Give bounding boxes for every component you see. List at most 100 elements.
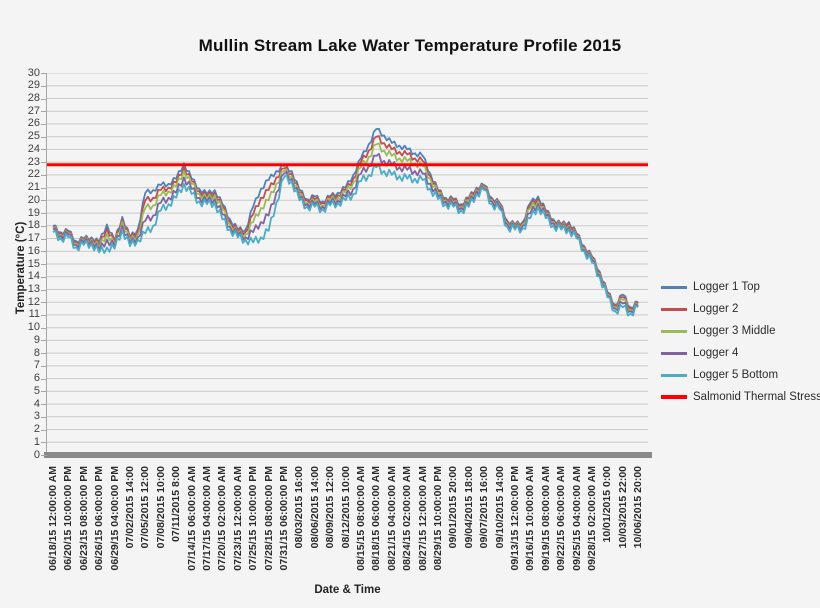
- y-tick-label: 19: [27, 206, 40, 219]
- y-tick-mark: [41, 136, 47, 138]
- x-tick-label-text: 08/03/2015 16:00: [293, 466, 306, 549]
- y-tick-mark: [41, 327, 47, 329]
- x-tick-label-text: 07/31/15 06:00:00 PM: [278, 466, 290, 571]
- y-tick-mark: [41, 73, 47, 74]
- x-tick-label-text: 08/06/2015 14:00: [308, 466, 321, 549]
- legend-line-sample: [661, 285, 687, 289]
- y-tick-mark: [41, 238, 47, 240]
- y-tick-mark: [41, 340, 47, 342]
- y-tick-label: 5: [33, 384, 40, 397]
- y-tick-label: 16: [27, 244, 40, 257]
- x-tick-label-text: 10/06/2015 20:00: [632, 466, 645, 549]
- y-tick-mark: [41, 85, 47, 87]
- y-tick-label: 28: [27, 92, 40, 104]
- y-tick-label: 13: [27, 283, 40, 295]
- y-tick-mark: [41, 174, 47, 176]
- y-tick-label: 27: [27, 104, 40, 117]
- y-tick-label: 23: [27, 155, 40, 168]
- y-tick-mark: [41, 289, 47, 291]
- x-tick-label-text: 09/16/15 10:00:00 AM: [524, 466, 537, 571]
- y-tick-label: 7: [33, 359, 40, 372]
- x-tick-label-text: 07/05/2015 12:00: [139, 466, 152, 549]
- x-tick-label-text: 07/28/15 08:00:00 PM: [262, 466, 275, 571]
- y-tick-mark: [41, 404, 47, 406]
- y-tick-mark: [41, 162, 47, 164]
- y-tick-mark: [41, 276, 47, 278]
- y-tick-label: 10: [27, 321, 40, 334]
- legend-label: Salmonid Thermal Stress: [693, 391, 820, 403]
- y-tick-label: 3: [33, 410, 40, 423]
- y-tick-label: 6: [33, 372, 40, 385]
- x-tick-label-text: 09/10/2015 14:00: [493, 466, 506, 549]
- y-tick-label: 18: [27, 219, 40, 232]
- legend-label: Logger 1 Top: [693, 281, 760, 293]
- series-line-logger-4: [52, 153, 639, 314]
- x-tick-label-text: 06/26/15 06:00:00 PM: [93, 466, 106, 571]
- y-tick-mark: [41, 442, 47, 444]
- series-line-logger-5-bottom: [52, 163, 639, 317]
- x-tick-label-text: 08/18/15 06:00:00 AM: [370, 466, 383, 571]
- y-tick-mark: [41, 200, 47, 202]
- x-tick-label-text: 09/28/15 02:00:00 AM: [586, 466, 598, 571]
- x-tick-label-text: 07/17/15 04:00:00 AM: [201, 466, 213, 571]
- y-tick-mark: [41, 365, 47, 367]
- legend-line-sample: [661, 307, 687, 311]
- y-tick-mark: [41, 353, 47, 355]
- y-tick-mark: [41, 251, 47, 253]
- y-tick-label: 22: [27, 168, 40, 181]
- plot-svg: [47, 73, 648, 455]
- x-tick-label-text: 08/21/15 04:00:00 AM: [385, 466, 398, 571]
- x-axis-line: [44, 452, 652, 458]
- x-tick-label-text: 07/02/2015 14:00: [124, 466, 136, 549]
- x-tick-label-text: 07/11/2015 8:00: [170, 466, 183, 542]
- legend-label: Logger 3 Middle: [693, 325, 776, 337]
- x-tick-label-text: 09/25/15 04:00:00 AM: [570, 466, 583, 571]
- x-tick-label-text: 06/18/15 12:00:00 AM: [47, 466, 59, 571]
- x-tick-label-text: 10/03/2015 22:00: [616, 466, 629, 549]
- series-line-logger-2: [52, 135, 639, 311]
- y-tick-label: 0: [33, 448, 40, 461]
- x-tick-label-text: 09/01/2015 20:00: [447, 466, 460, 549]
- y-tick-label: 11: [28, 308, 40, 321]
- chart-title: Mullin Stream Lake Water Temperature Pro…: [198, 36, 622, 55]
- y-tick-mark: [41, 455, 47, 456]
- legend-line-sample: [661, 395, 687, 399]
- x-tick-label-text: 09/04/2015 18:00: [462, 466, 475, 549]
- legend-label: Logger 5 Bottom: [693, 369, 779, 381]
- legend-item-logger-2: Logger 2: [661, 298, 819, 320]
- y-tick-label: 20: [27, 193, 40, 206]
- y-tick-mark: [41, 378, 47, 380]
- x-tick-label-text: 06/23/15 08:00:00 PM: [77, 466, 90, 571]
- x-tick-label-text: 10/01/2015 0:00: [601, 466, 614, 543]
- y-tick-label: 26: [27, 117, 40, 130]
- x-tick-label-text: 08/15/15 08:00:00 AM: [355, 466, 367, 571]
- x-tick-label-text: 07/08/2015 10:00: [154, 466, 167, 549]
- y-tick-mark: [41, 98, 47, 100]
- y-tick-label: 15: [27, 257, 40, 270]
- y-tick-label: 8: [33, 346, 40, 359]
- legend-line-sample: [661, 329, 687, 333]
- legend-label: Logger 4: [693, 347, 739, 359]
- y-tick-mark: [41, 123, 47, 125]
- x-tick-label-text: 07/14/15 06:00:00 AM: [185, 466, 198, 571]
- y-tick-mark: [41, 213, 47, 215]
- y-tick-label: 9: [33, 333, 40, 346]
- x-tick-label-text: 08/12/2015 10:00: [339, 466, 352, 549]
- y-tick-mark: [41, 302, 47, 304]
- y-tick-mark: [41, 416, 47, 418]
- x-tick-label-text: 09/07/2015 16:00: [478, 466, 491, 549]
- legend-item-logger-4: Logger 4: [661, 342, 819, 364]
- y-axis-line: [46, 73, 47, 457]
- plot-area: [47, 73, 648, 455]
- x-tick-label-text: 09/19/15 08:00:00 AM: [539, 466, 552, 571]
- legend-item-logger-1-top: Logger 1 Top: [661, 276, 819, 298]
- legend-item-salmonid-thermal-stress: Salmonid Thermal Stress: [661, 386, 820, 408]
- x-tick-label-text: 06/20/15 10:00:00 PM: [62, 466, 75, 571]
- y-tick-label: 14: [27, 270, 40, 283]
- legend-line-sample: [661, 351, 687, 355]
- legend-line-sample: [661, 373, 687, 377]
- x-tick-label-text: 08/24/15 02:00:00 AM: [401, 466, 414, 571]
- legend-item-logger-5-bottom: Logger 5 Bottom: [661, 364, 819, 386]
- y-tick-mark: [41, 225, 47, 227]
